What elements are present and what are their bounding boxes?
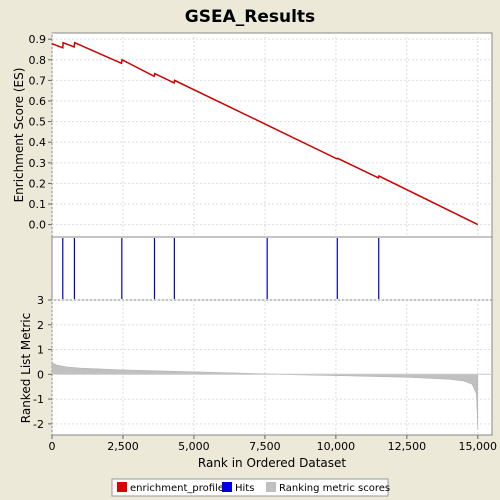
legend-label-enrichment-profile: enrichment_profile: [130, 483, 224, 494]
ranking-y-ticks: 3 2 1 0 -1 -2: [33, 294, 52, 431]
x-tick-label: 12,500: [388, 440, 427, 453]
ranking-tick-label: 1: [37, 344, 44, 357]
x-tick-label: 10,000: [317, 440, 356, 453]
ranking-tick-label: 3: [37, 294, 44, 307]
ranking-x-ticks: 0 2,500 5,000 7,500 10,000 12,500 15,000: [49, 435, 498, 453]
es-y-ticks: 0.9 0.8 0.7 0.6 0.5 0.4 0.3 0.2 0.1 0.0: [29, 33, 52, 232]
ranking-tick-label: -2: [33, 418, 44, 431]
ranking-area: [51, 361, 492, 431]
x-tick-label: 7,500: [249, 440, 281, 453]
ranking-y-axis-label: Ranked List Metric: [19, 313, 33, 423]
ranking-panel: [51, 299, 493, 436]
hits-panel: [51, 236, 493, 301]
legend-swatch-ranking-metric-scores: [266, 482, 276, 492]
es-tick-label: 0.6: [29, 95, 47, 108]
legend-label-hits: Hits: [235, 483, 254, 494]
x-tick-label: 2,500: [107, 440, 139, 453]
es-y-axis-label: Enrichment Score (ES): [12, 68, 26, 203]
es-tick-label: 0.8: [29, 54, 47, 67]
ranking-tick-label: 0: [37, 368, 44, 381]
es-tick-label: 0.9: [29, 33, 47, 46]
x-tick-label: 0: [49, 440, 56, 453]
es-tick-label: 0.5: [29, 116, 47, 129]
legend-swatch-hits: [222, 482, 232, 492]
x-tick-label: 15,000: [459, 440, 498, 453]
x-axis-label: Rank in Ordered Dataset: [198, 456, 346, 470]
enrichment-panel: [51, 32, 493, 238]
legend-swatch-enrichment-profile: [117, 482, 127, 492]
hit-lines: [62, 238, 380, 299]
ranking-tick-label: -1: [33, 393, 44, 406]
es-tick-label: 0.3: [29, 157, 47, 170]
x-tick-label: 5,000: [178, 440, 210, 453]
ranking-tick-label: 2: [37, 319, 44, 332]
enrichment-line: [51, 41, 479, 226]
legend: [111, 478, 389, 497]
es-tick-label: 0.2: [29, 177, 47, 190]
legend-label-ranking-metric-scores: Ranking metric scores: [279, 483, 390, 494]
es-tick-label: 0.4: [29, 136, 47, 149]
es-grid: [51, 33, 492, 237]
es-tick-label: 0.7: [29, 74, 47, 87]
chart-title: GSEA_Results: [185, 7, 315, 27]
enrichment-profile-line: [51, 41, 479, 226]
es-tick-label: 0.0: [29, 219, 47, 232]
es-tick-label: 0.1: [29, 198, 47, 211]
